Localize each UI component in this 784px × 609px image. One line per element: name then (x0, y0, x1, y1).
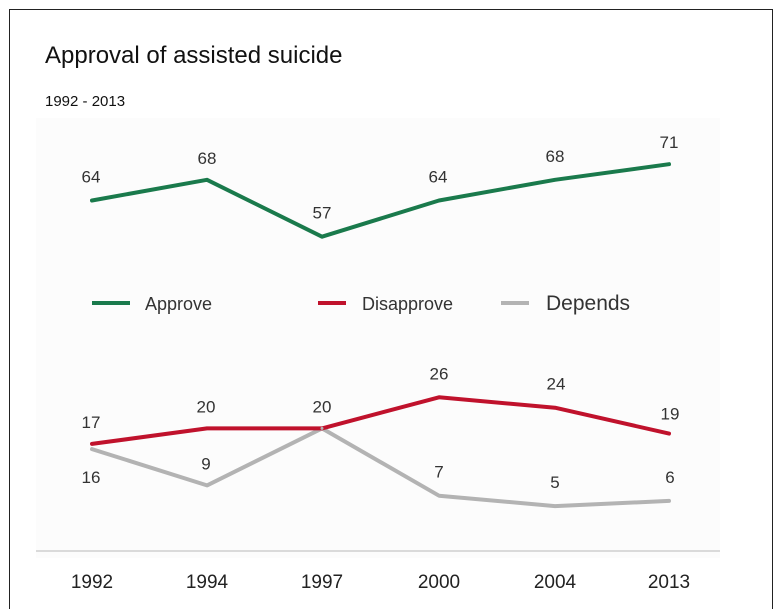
data-point-disapprove-1992 (90, 442, 94, 446)
data-label-disapprove-1997: 20 (313, 397, 332, 416)
data-point-depends-1992 (90, 447, 94, 451)
data-point-disapprove-2000 (437, 395, 441, 399)
x-tick-label-1992: 1992 (71, 572, 113, 593)
data-point-depends-2013 (667, 499, 671, 503)
legend-label-depends: Depends (546, 292, 630, 315)
data-label-disapprove-1992: 17 (82, 413, 101, 432)
data-label-disapprove-1994: 20 (197, 397, 216, 416)
data-label-disapprove-2013: 19 (661, 405, 680, 424)
data-label-approve-2013: 71 (660, 133, 679, 152)
data-point-approve-1997 (320, 235, 324, 239)
data-point-disapprove-2013 (667, 432, 671, 436)
data-label-depends-2004: 5 (550, 473, 559, 492)
data-label-approve-1992: 64 (82, 168, 101, 187)
data-label-disapprove-2004: 24 (547, 375, 566, 394)
data-label-disapprove-2000: 26 (430, 364, 449, 383)
data-label-approve-2004: 68 (546, 147, 565, 166)
data-point-disapprove-1994 (205, 426, 209, 430)
data-point-depends-2004 (553, 504, 557, 508)
legend-label-disapprove: Disapprove (362, 294, 453, 314)
chart-subtitle: 1992 - 2013 (45, 93, 126, 110)
plot-area (36, 118, 720, 558)
data-point-approve-2000 (437, 199, 441, 202)
data-point-disapprove-2004 (553, 406, 557, 410)
data-point-depends-1997 (320, 426, 324, 430)
x-tick-label-1994: 1994 (186, 572, 229, 593)
series-line-approve (90, 162, 671, 239)
series-line-disapprove (90, 395, 671, 446)
data-label-depends-2000: 7 (434, 463, 443, 482)
x-tick-label-1997: 1997 (301, 572, 343, 593)
x-tick-label-2004: 2004 (534, 572, 577, 593)
chart-title: Approval of assisted suicide (45, 42, 343, 69)
data-point-depends-1994 (205, 483, 209, 487)
data-point-depends-2000 (437, 494, 441, 498)
data-label-depends-1992: 16 (82, 468, 101, 487)
data-label-depends-1994: 9 (201, 454, 210, 473)
data-point-approve-1994 (205, 178, 209, 182)
data-point-approve-1992 (90, 199, 94, 202)
data-point-approve-2013 (667, 162, 671, 166)
x-tick-label-2013: 2013 (648, 572, 690, 593)
chart-frame (9, 9, 773, 609)
series-line-depends (90, 426, 671, 509)
x-tick-label-2000: 2000 (418, 572, 460, 593)
data-label-approve-1997: 57 (313, 204, 332, 223)
data-label-approve-1994: 68 (198, 149, 217, 168)
legend-label-approve: Approve (145, 294, 212, 314)
data-label-depends-2013: 6 (665, 468, 674, 487)
data-label-approve-2000: 64 (429, 168, 448, 187)
data-point-approve-2004 (553, 178, 557, 182)
